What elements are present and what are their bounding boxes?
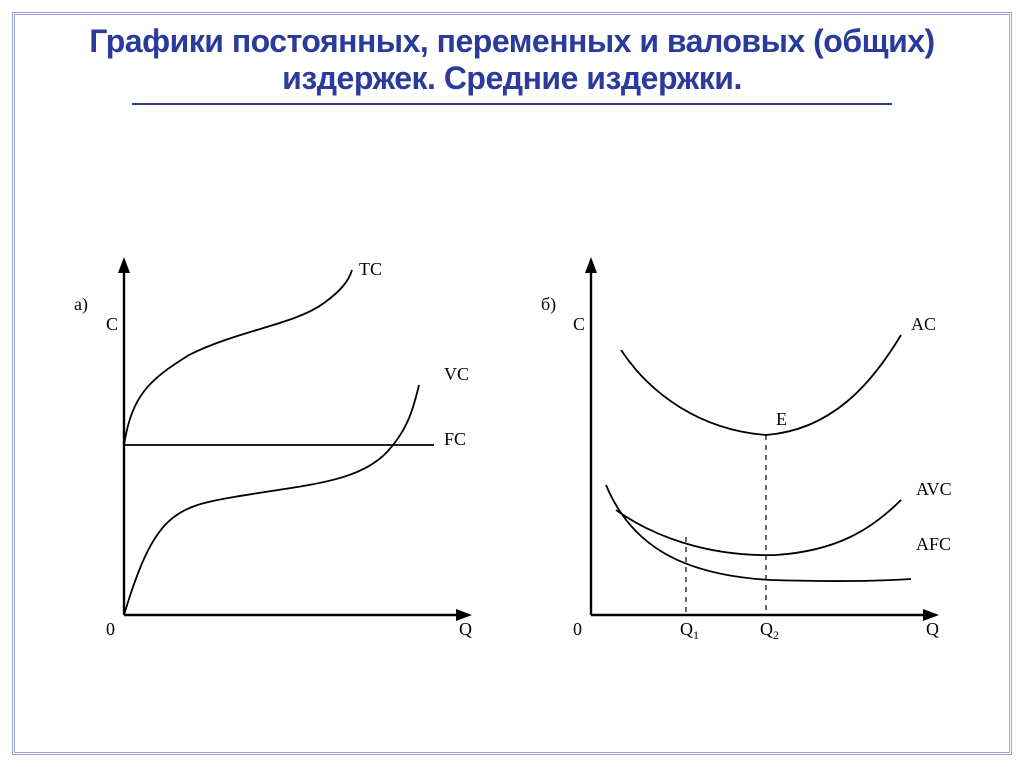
right-y-arrow (585, 257, 597, 273)
curve-label-vc: VC (444, 364, 469, 384)
chart-left-svg: а) C FC VC TC 0 Q (64, 235, 494, 665)
chart-left: а) C FC VC TC 0 Q (64, 235, 494, 665)
left-curves-group: FC VC TC (124, 259, 469, 615)
curve-label-afc: AFC (916, 534, 951, 554)
right-curves-group: AC AVC AFC (606, 314, 952, 581)
curve-ac (621, 335, 901, 435)
right-origin-label: 0 (573, 619, 582, 639)
tick-label-q2: Q2 (760, 619, 779, 642)
curve-afc (606, 485, 911, 581)
curve-label-fc: FC (444, 429, 466, 449)
title-block: Графики постоянных, переменных и валовых… (15, 15, 1009, 109)
panel-label-a: а) (74, 294, 88, 315)
slide-frame: Графики постоянных, переменных и валовых… (12, 12, 1012, 755)
slide-title: Графики постоянных, переменных и валовых… (55, 23, 969, 97)
curve-tc (124, 270, 352, 445)
chart-right-svg: б) C AC AVC AFC Q1 Q2 E 0 Q (531, 235, 961, 665)
title-underline (132, 103, 892, 105)
left-axes (118, 257, 472, 621)
point-e-label: E (776, 409, 787, 429)
right-y-axis-label: C (573, 314, 585, 334)
left-y-arrow (118, 257, 130, 273)
right-x-axis-label: Q (926, 619, 939, 639)
panel-label-b: б) (541, 294, 556, 315)
tick-label-q1: Q1 (680, 619, 699, 642)
curve-label-tc: TC (359, 259, 382, 279)
curve-vc (124, 385, 419, 615)
curve-avc (616, 500, 901, 555)
left-x-axis-label: Q (459, 619, 472, 639)
charts-row: а) C FC VC TC 0 Q б) (15, 235, 1009, 715)
chart-right: б) C AC AVC AFC Q1 Q2 E 0 Q (531, 235, 961, 665)
right-dashed-group: Q1 Q2 (680, 435, 779, 642)
left-origin-label: 0 (106, 619, 115, 639)
left-y-axis-label: C (106, 314, 118, 334)
curve-label-avc: AVC (916, 479, 952, 499)
right-axes (585, 257, 939, 621)
curve-label-ac: AC (911, 314, 936, 334)
